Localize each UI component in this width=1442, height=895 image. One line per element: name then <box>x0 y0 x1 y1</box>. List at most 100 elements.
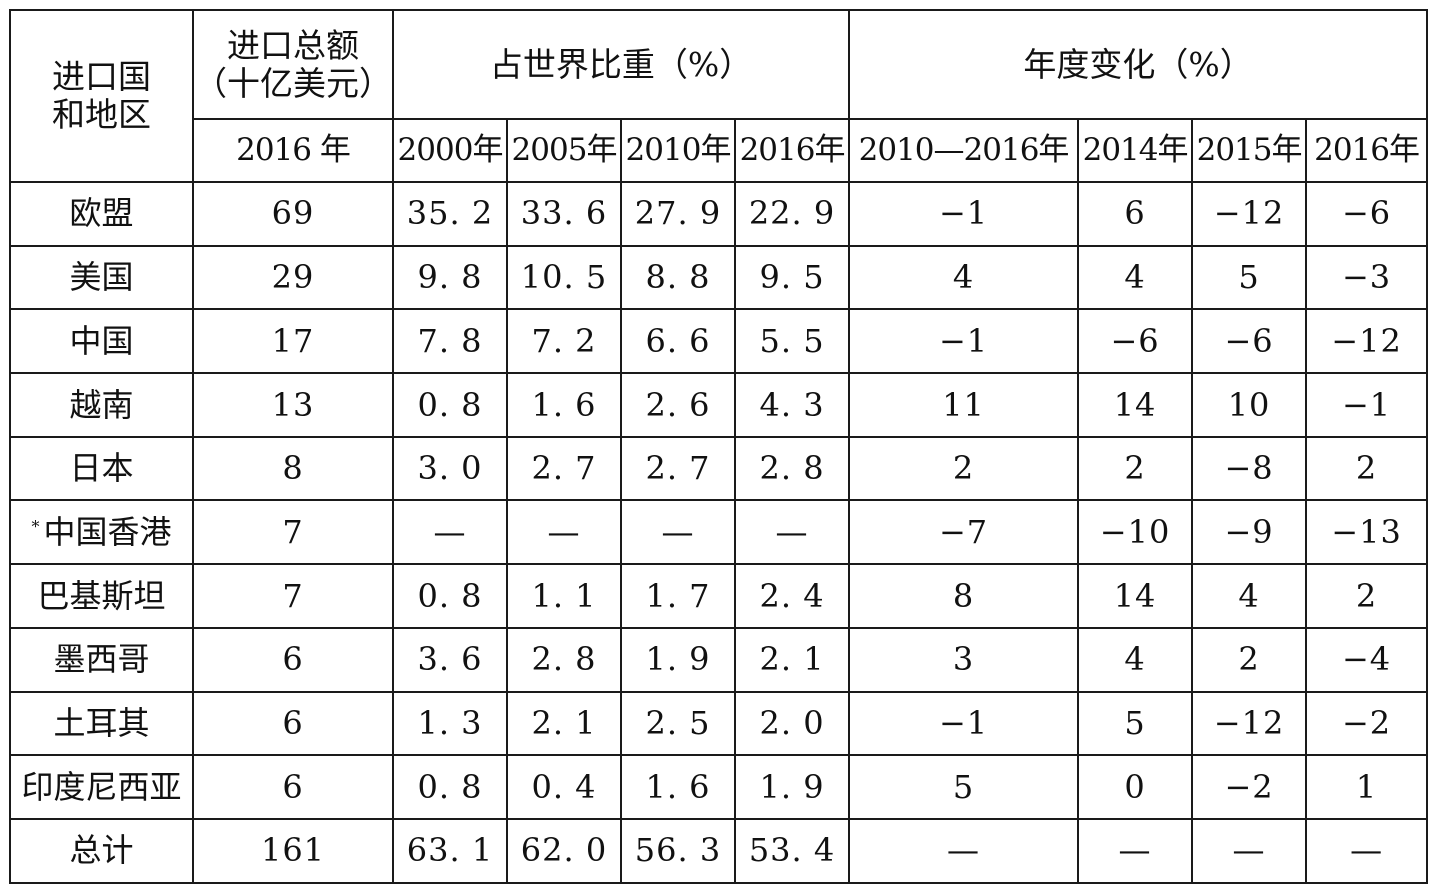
total-cell: 6 <box>192 754 394 820</box>
table-row: 日本 8 3. 0 2. 7 2. 7 2. 8 2 2 −8 2 <box>9 435 1429 502</box>
change-cell: — <box>1077 817 1194 884</box>
change-cell: 5 <box>1191 244 1308 311</box>
change-cell: — <box>1191 817 1308 884</box>
region-name: 越南 <box>69 385 134 424</box>
region-cell: 越南 <box>9 372 194 438</box>
footnote-mark: * <box>31 516 40 536</box>
change-cell: −3 <box>1305 244 1429 311</box>
share-cell: 6. 6 <box>620 308 736 375</box>
share-cell: 7. 8 <box>392 308 508 375</box>
share-cell: 2. 6 <box>620 372 736 438</box>
header-change-year: 2010—2016年 <box>848 118 1080 183</box>
change-cell: −6 <box>1191 308 1308 375</box>
share-cell: 1. 6 <box>506 372 622 438</box>
change-cell: 0 <box>1077 754 1194 820</box>
change-cell: −6 <box>1305 181 1429 247</box>
region-cell: 美国 <box>9 244 194 311</box>
share-cell: 62. 0 <box>506 817 622 884</box>
total-cell: 6 <box>192 626 394 693</box>
region-name: 中国 <box>69 321 134 360</box>
change-cell: 11 <box>848 372 1080 438</box>
region-cell: 总计 <box>9 817 194 884</box>
share-cell: 2. 5 <box>620 690 736 757</box>
change-cell: — <box>848 817 1080 884</box>
share-cell: — <box>506 499 622 566</box>
region-name: 印度尼西亚 <box>21 767 182 806</box>
share-cell: — <box>733 499 851 566</box>
region-cell: 巴基斯坦 <box>9 563 194 629</box>
region-name: 欧盟 <box>69 194 134 233</box>
change-cell: 14 <box>1077 563 1194 629</box>
region-cell: 印度尼西亚 <box>9 754 194 820</box>
table-row: 美国 29 9. 8 10. 5 8. 8 9. 5 4 4 5 −3 <box>9 244 1429 311</box>
share-cell: 2. 1 <box>506 690 622 757</box>
share-cell: 1. 1 <box>506 563 622 629</box>
share-cell: 53. 4 <box>733 817 851 884</box>
header-share-year: 2016年 <box>733 118 851 183</box>
total-cell: 29 <box>192 244 394 311</box>
header-total-line2: （十亿美元） <box>194 63 392 103</box>
share-cell: 2. 4 <box>733 563 851 629</box>
change-cell: −2 <box>1191 754 1308 820</box>
change-cell: 5 <box>848 754 1080 820</box>
header-total-year: 2016 年 <box>192 118 394 183</box>
share-cell: 2. 0 <box>733 690 851 757</box>
header-row-2: 2016 年 2000年 2005年 2010年 2016年 2010—2016… <box>10 118 1429 183</box>
region-name: 日本 <box>69 449 134 488</box>
total-cell: 7 <box>192 499 394 566</box>
share-cell: 63. 1 <box>392 817 508 884</box>
header-region: 进口国 和地区 <box>9 9 194 183</box>
share-cell: — <box>620 499 736 566</box>
header-share-year: 2000年 <box>392 118 508 183</box>
change-cell: −2 <box>1305 690 1429 757</box>
change-cell: −8 <box>1191 435 1308 502</box>
header-row-1: 进口国 和地区 进口总额 （十亿美元） 占世界比重（%） 年度变化（%） <box>9 9 1429 183</box>
share-cell: 33. 6 <box>506 181 622 247</box>
share-cell: 9. 5 <box>733 244 851 311</box>
change-cell: 2 <box>1191 626 1308 693</box>
change-cell: 1 <box>1305 754 1429 820</box>
share-cell: 10. 5 <box>506 244 622 311</box>
header-change-year: 2014年 <box>1077 118 1194 183</box>
share-cell: 56. 3 <box>620 817 736 884</box>
share-cell: 0. 4 <box>506 754 622 820</box>
share-cell: 7. 2 <box>506 308 622 375</box>
header-share-year: 2005年 <box>506 118 622 183</box>
share-cell: 2. 1 <box>733 626 851 693</box>
region-cell: * 中国香港 <box>9 499 194 566</box>
change-cell: −1 <box>848 181 1080 247</box>
share-cell: 0. 8 <box>392 754 508 820</box>
header-change-year: 2015年 <box>1191 118 1308 183</box>
share-cell: 1. 6 <box>620 754 736 820</box>
share-cell: 22. 9 <box>733 181 851 247</box>
share-cell: 4. 3 <box>733 372 851 438</box>
total-cell: 6 <box>192 690 394 757</box>
change-cell: 4 <box>1077 626 1194 693</box>
region-name: 墨西哥 <box>53 640 150 679</box>
table-row: * 中国香港 7— — — — −7 −10 −9 −13 <box>9 499 1429 566</box>
table-row: 欧盟 69 35. 2 33. 6 27. 9 22. 9 −1 6 −12 −6 <box>9 181 1429 247</box>
share-cell: 8. 8 <box>620 244 736 311</box>
header-total-line1: 进口总额 <box>227 25 359 65</box>
share-cell: — <box>392 499 508 566</box>
change-cell: 3 <box>848 626 1080 693</box>
header-region-line1: 进口国 <box>52 57 151 97</box>
share-cell: 1. 3 <box>392 690 508 757</box>
table-row: 巴基斯坦 7 0. 8 1. 1 1. 7 2. 4 8 14 4 2 <box>9 563 1429 629</box>
region-cell: 中国 <box>9 308 194 375</box>
region-cell: 土耳其 <box>9 690 194 757</box>
change-cell: −6 <box>1077 308 1194 375</box>
change-cell: 4 <box>1191 563 1308 629</box>
header-change: 年度变化（%） <box>848 9 1429 120</box>
header-share: 占世界比重（%） <box>391 9 851 120</box>
change-cell: −4 <box>1305 626 1429 693</box>
change-cell: −13 <box>1305 499 1429 566</box>
share-cell: 2. 7 <box>620 435 736 502</box>
change-cell: 2 <box>1305 563 1429 629</box>
change-cell: −10 <box>1077 499 1194 566</box>
table-row: 印度尼西亚 6 0. 8 0. 4 1. 6 1. 9 5 0 −2 1 <box>9 754 1429 820</box>
total-cell: 7 <box>192 563 394 629</box>
change-cell: −12 <box>1305 308 1429 375</box>
change-cell: −1 <box>848 308 1080 375</box>
change-cell: −9 <box>1191 499 1308 566</box>
